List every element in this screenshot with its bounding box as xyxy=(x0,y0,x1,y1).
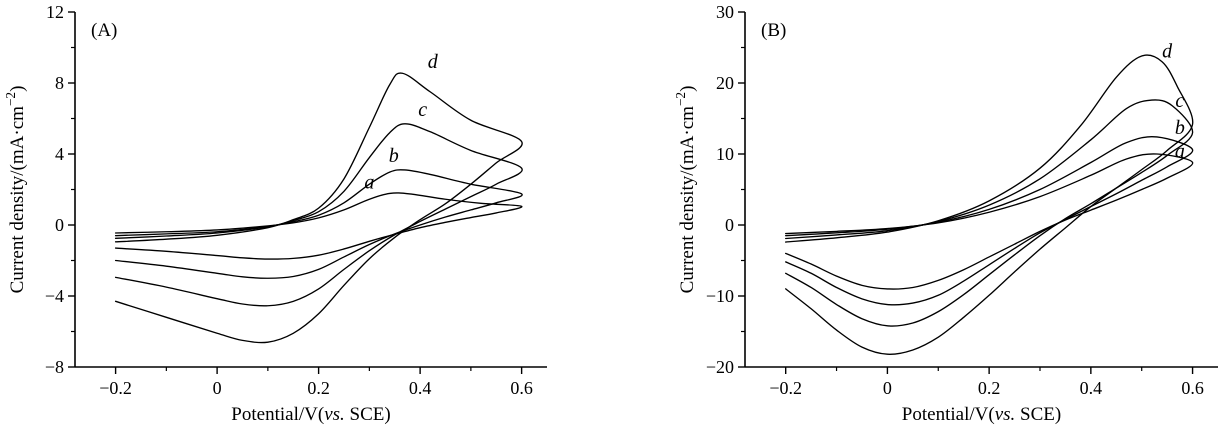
y-tick-label: 12 xyxy=(46,2,64,22)
x-axis-title: Potential/V(vs. SCE) xyxy=(231,404,390,425)
y-tick-label: 8 xyxy=(55,73,64,93)
y-tick-label: 10 xyxy=(716,144,734,164)
cv-curve-c xyxy=(114,123,523,307)
x-tick-label: 0.6 xyxy=(510,378,533,398)
x-tick-label: 0.2 xyxy=(307,378,330,398)
curve-label-b: b xyxy=(389,145,399,167)
curve-label-a: a xyxy=(364,172,374,194)
x-tick-label: 0.4 xyxy=(1080,378,1103,398)
cv-curve-b xyxy=(114,169,523,279)
cv-curve-d xyxy=(114,72,523,344)
y-axis-title: Current density/(mA·cm−2) xyxy=(673,86,698,294)
panel-B: −0.2 0 0.2 0.4 0.6 −20 −10 0 10 20 30 Potential/V(v… xyxy=(614,0,1228,439)
curve-label-c: c xyxy=(418,99,427,121)
y-tick-label: −4 xyxy=(45,286,64,306)
cv-curve-a xyxy=(785,153,1194,290)
x-tick-label: −0.2 xyxy=(769,378,802,398)
x-tick-label: 0.6 xyxy=(1181,378,1204,398)
y-tick-label: 20 xyxy=(716,73,734,93)
cv-curve-b xyxy=(785,136,1194,306)
curve-label-d: d xyxy=(428,51,439,73)
panel-B-chart: −0.2 0 0.2 0.4 0.6 −20 −10 0 10 20 30 Potential/V(v… xyxy=(673,2,1218,425)
x-tick-label: 0.2 xyxy=(978,378,1001,398)
curve-label-d: d xyxy=(1162,40,1173,62)
cv-curve-a xyxy=(114,192,523,260)
panel-tag: (B) xyxy=(761,20,786,41)
curve-label-c: c xyxy=(1175,90,1184,112)
panel-tag: (A) xyxy=(91,20,117,41)
y-tick-label: −10 xyxy=(706,286,734,306)
x-tick-label: −0.2 xyxy=(99,378,132,398)
x-tick-label: 0 xyxy=(213,378,222,398)
y-tick-label: −8 xyxy=(45,357,64,377)
panel-A-chart: −0.2 0 0.2 0.4 0.6 −8 −4 0 4 8 12 Potential/V(vs. S… xyxy=(3,2,547,425)
curve-label-b: b xyxy=(1175,117,1185,139)
y-axis-title: Current density/(mA·cm−2) xyxy=(3,86,28,294)
x-tick-label: 0 xyxy=(883,378,892,398)
curve-label-a: a xyxy=(1175,141,1185,163)
y-tick-label: 0 xyxy=(725,215,734,235)
x-tick-label: 0.4 xyxy=(409,378,432,398)
x-axis-title: Potential/V(vs. SCE) xyxy=(902,404,1061,425)
y-tick-label: 30 xyxy=(716,2,734,22)
y-tick-label: 0 xyxy=(55,215,64,235)
y-tick-label: 4 xyxy=(55,144,64,164)
y-tick-label: −20 xyxy=(706,357,734,377)
panel-A: −0.2 0 0.2 0.4 0.6 −8 −4 0 4 8 12 Potential/V(vs. S… xyxy=(3,2,547,425)
cv-curve-d xyxy=(785,54,1194,355)
